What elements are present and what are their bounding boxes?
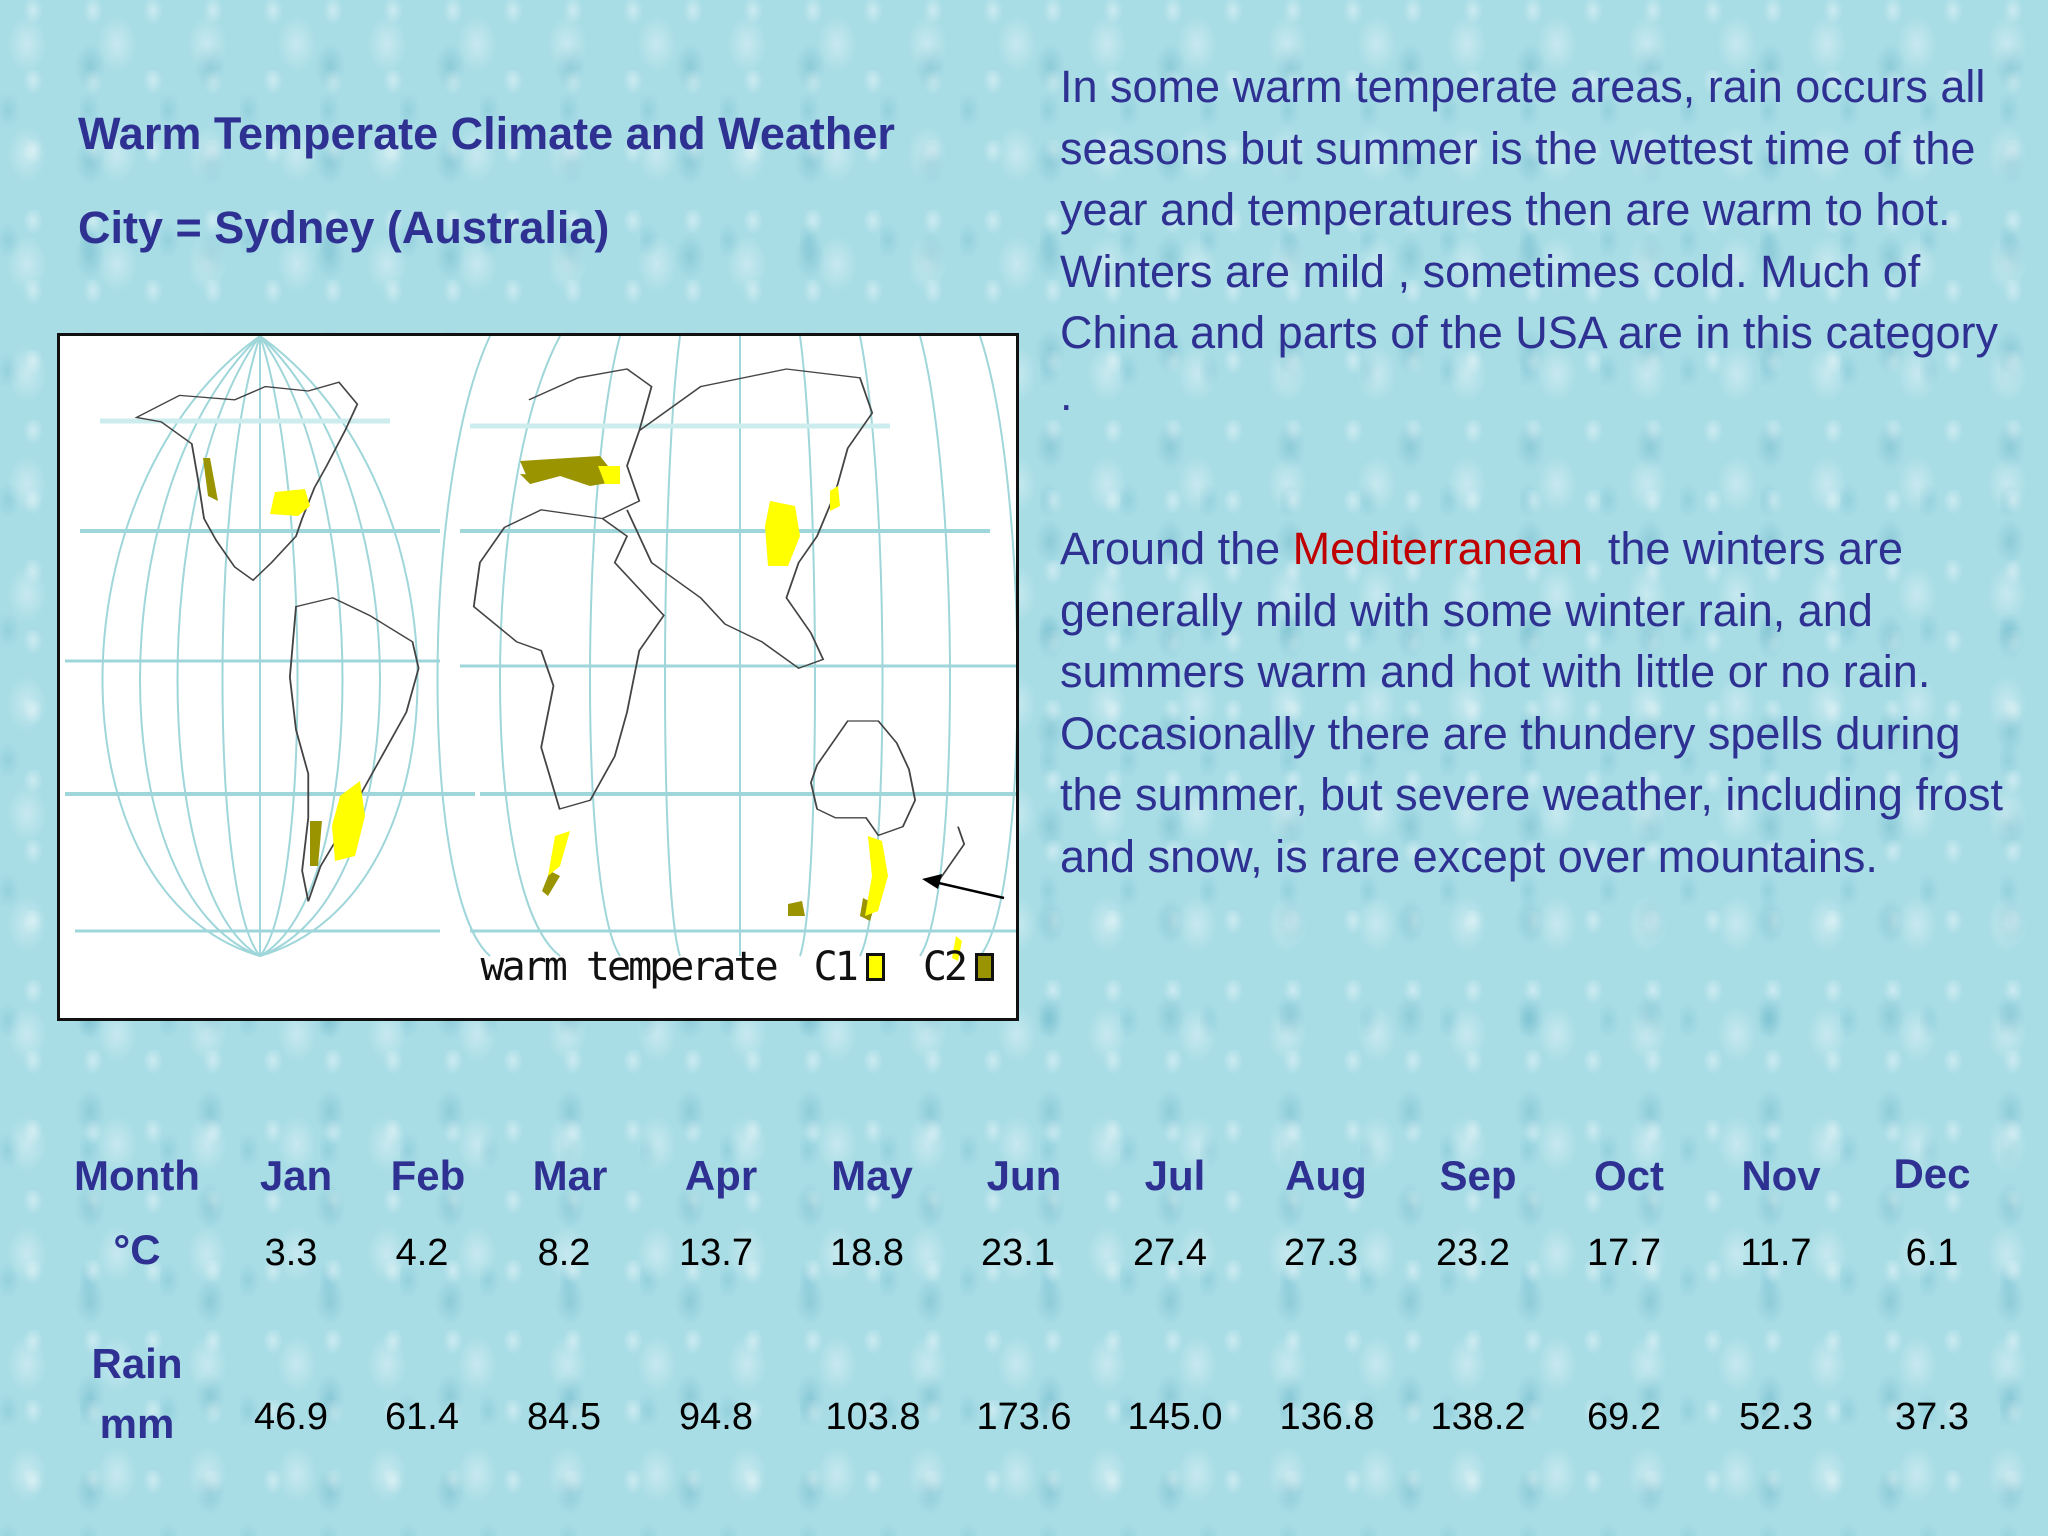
temp-label: °C — [113, 1226, 161, 1273]
rain-jul: 145.0 — [1127, 1396, 1223, 1438]
paragraph-text-before: Around the — [1060, 523, 1293, 574]
rain-jun: 173.6 — [976, 1396, 1072, 1438]
paragraph-intro: In some warm temperate areas, rain occur… — [1060, 61, 1999, 420]
month-jan: Jan — [259, 1152, 333, 1199]
rain-nov: 52.3 — [1739, 1396, 1813, 1438]
map-legend: warm temperate C1 C2 — [480, 944, 994, 990]
rain-feb: 61.4 — [385, 1396, 459, 1438]
paragraph-mediterranean: Around the Mediterranean the winters are… — [1060, 518, 2020, 887]
temp-oct: 17.7 — [1587, 1232, 1661, 1274]
paragraph-text-after: the winters are generally mild with some… — [1060, 523, 2016, 882]
month-sep: Sep — [1439, 1152, 1517, 1199]
month-dec: Dec — [1893, 1150, 1971, 1197]
temp-jan: 3.3 — [264, 1232, 318, 1274]
month-jun: Jun — [986, 1152, 1062, 1199]
rain-dec: 37.3 — [1895, 1396, 1969, 1438]
temp-nov: 11.7 — [1740, 1232, 1812, 1274]
temp-sep: 23.2 — [1436, 1232, 1510, 1274]
month-may: May — [831, 1152, 913, 1199]
month-nov: Nov — [1741, 1152, 1821, 1199]
temp-apr: 13.7 — [679, 1232, 753, 1274]
month-header-label: Month — [74, 1152, 200, 1199]
rain-unit-label: mm — [99, 1400, 175, 1447]
month-mar: Mar — [532, 1152, 608, 1199]
temp-feb: 4.2 — [395, 1232, 449, 1274]
legend-title: warm temperate — [480, 944, 779, 990]
rain-apr: 94.8 — [679, 1396, 753, 1438]
rain-jan: 46.9 — [254, 1396, 328, 1438]
rain-aug: 136.8 — [1279, 1396, 1375, 1438]
temp-may: 18.8 — [830, 1232, 904, 1274]
rain-mar: 84.5 — [527, 1396, 601, 1438]
mediterranean-highlight: Mediterranean — [1292, 523, 1583, 574]
temp-jul: 27.4 — [1133, 1232, 1207, 1274]
climate-world-map: warm temperate C1 C2 — [57, 333, 1019, 1021]
rain-oct: 69.2 — [1587, 1396, 1661, 1438]
rain-sep: 138.2 — [1430, 1396, 1526, 1438]
temp-dec: 6.1 — [1905, 1232, 1959, 1274]
rain-may: 103.8 — [825, 1396, 921, 1438]
sydney-arrow-icon — [922, 874, 1005, 900]
month-aug: Aug — [1285, 1152, 1367, 1199]
legend-c2-swatch — [975, 953, 994, 981]
legend-c1-label: C1 — [813, 944, 859, 990]
month-jul: Jul — [1144, 1152, 1206, 1199]
temp-jun: 23.1 — [981, 1232, 1055, 1274]
city-subtitle: City = Sydney (Australia) — [78, 202, 610, 253]
month-apr: Apr — [684, 1152, 758, 1199]
month-feb: Feb — [390, 1152, 466, 1199]
legend-c1-swatch — [865, 953, 885, 981]
rain-label: Rain — [91, 1340, 183, 1387]
world-map-graphic — [65, 336, 1016, 961]
temp-aug: 27.3 — [1284, 1232, 1358, 1274]
legend-c2-label: C2 — [922, 944, 968, 990]
month-oct: Oct — [1593, 1152, 1664, 1199]
temp-mar: 8.2 — [537, 1232, 591, 1274]
page-title: Warm Temperate Climate and Weather — [78, 108, 895, 159]
